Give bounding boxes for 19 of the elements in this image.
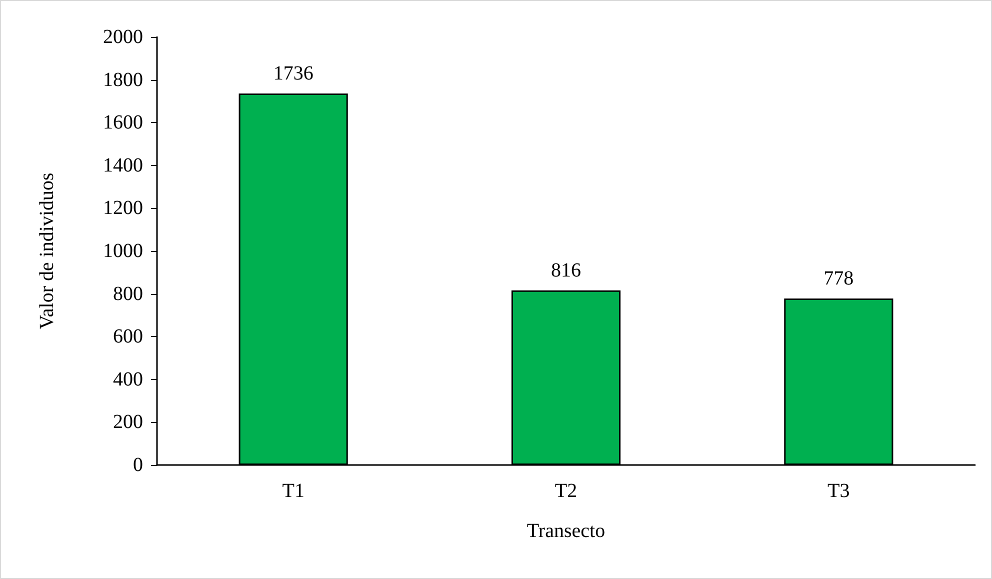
y-tick-label: 400 [113, 368, 143, 390]
y-axis-title: Valor de individuos [36, 172, 58, 330]
data-label: 816 [551, 259, 581, 282]
y-tick-label: 1000 [103, 240, 143, 262]
y-tick-label: 1200 [103, 197, 143, 220]
data-label: 1736 [273, 62, 314, 84]
y-tick-label: 1400 [103, 154, 143, 176]
x-axis-title: Transecto [526, 520, 606, 542]
x-tick-label: T3 [828, 480, 850, 502]
data-label: 778 [824, 268, 854, 290]
y-tick-label: 2000 [103, 26, 143, 48]
x-tick-label: T1 [282, 480, 304, 502]
y-tick-label: 800 [113, 282, 143, 305]
x-tick-label: T2 [554, 480, 578, 502]
y-tick-label: 1600 [103, 112, 143, 134]
y-tick-label: 0 [133, 454, 143, 476]
y-tick-label: 1800 [103, 68, 143, 91]
y-tick-label: 600 [113, 326, 143, 348]
y-tick-label: 200 [113, 411, 143, 434]
